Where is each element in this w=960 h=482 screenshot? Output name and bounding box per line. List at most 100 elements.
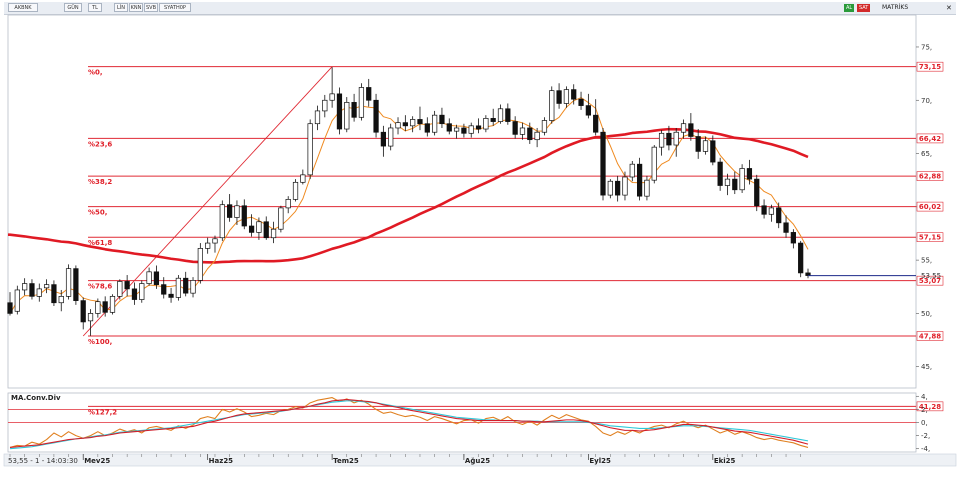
candle bbox=[197, 243, 203, 284]
sell-badge[interactable]: SAT bbox=[857, 4, 871, 12]
candle-body bbox=[585, 105, 591, 116]
candle-body bbox=[336, 93, 343, 130]
candle-body bbox=[256, 221, 262, 233]
candle bbox=[578, 91, 584, 110]
candle-body bbox=[58, 295, 64, 304]
candle-body bbox=[739, 168, 745, 191]
candle bbox=[519, 122, 526, 140]
candle bbox=[790, 229, 796, 249]
candle bbox=[80, 297, 86, 330]
candle-body bbox=[724, 178, 731, 186]
candle bbox=[300, 169, 306, 185]
candle-body bbox=[153, 271, 160, 285]
linear-button[interactable]: LİN bbox=[114, 3, 128, 12]
macd-tick-label: 0, bbox=[921, 419, 928, 427]
fib-ratio-label: %38,2 bbox=[88, 178, 112, 186]
candle-body bbox=[51, 284, 57, 304]
candle-body bbox=[366, 87, 372, 101]
candle bbox=[556, 83, 562, 109]
period-button[interactable]: GÜN bbox=[64, 3, 82, 12]
candle bbox=[673, 127, 679, 157]
fib-ratio-label: %61,8 bbox=[88, 239, 112, 247]
candle bbox=[680, 119, 687, 139]
svb-button[interactable]: SVB bbox=[144, 3, 158, 12]
candle-body bbox=[666, 132, 672, 146]
candle-body bbox=[688, 123, 694, 137]
candle-body bbox=[424, 123, 430, 133]
candle-body bbox=[95, 301, 101, 314]
candle bbox=[270, 221, 277, 244]
candle bbox=[307, 119, 313, 180]
candle-body bbox=[234, 205, 240, 218]
candle bbox=[490, 108, 496, 126]
candle-body bbox=[527, 127, 533, 141]
candle-body bbox=[124, 281, 130, 290]
template-button[interactable]: SYATH0P bbox=[159, 3, 191, 12]
candle-body bbox=[212, 238, 218, 244]
candle-body bbox=[161, 284, 167, 295]
candle-body bbox=[475, 125, 482, 130]
candle bbox=[461, 123, 467, 138]
candle bbox=[453, 124, 460, 139]
candle-body bbox=[29, 283, 35, 297]
candle bbox=[483, 115, 489, 133]
candle bbox=[439, 107, 445, 128]
fib-trendline bbox=[82, 66, 333, 337]
buy-badge[interactable]: AL bbox=[844, 4, 855, 12]
candle bbox=[117, 279, 123, 300]
candle-body bbox=[43, 284, 50, 289]
candle-body bbox=[673, 131, 679, 146]
macd-tick-label: 2, bbox=[921, 406, 928, 414]
candle-body bbox=[571, 89, 577, 100]
fib-ratio-label: %100, bbox=[88, 338, 112, 346]
candle bbox=[600, 127, 606, 201]
candle bbox=[432, 110, 438, 136]
candle bbox=[527, 122, 533, 144]
candle bbox=[366, 78, 372, 107]
candle bbox=[666, 125, 672, 151]
candle bbox=[783, 215, 789, 238]
candle-body bbox=[73, 268, 79, 301]
candle-body bbox=[358, 87, 365, 118]
candle bbox=[636, 157, 643, 201]
candle bbox=[761, 199, 767, 219]
y-tick-label: 45, bbox=[921, 363, 932, 371]
x-axis-label: Tem25 bbox=[333, 457, 359, 465]
candle bbox=[746, 159, 753, 185]
candle-body bbox=[483, 118, 489, 130]
candle-body bbox=[395, 122, 401, 129]
candle bbox=[146, 267, 152, 286]
candle bbox=[505, 103, 511, 125]
symbol-button[interactable]: AKBNK bbox=[8, 3, 38, 12]
candle bbox=[541, 117, 548, 136]
candle-body bbox=[519, 127, 526, 135]
candle-body bbox=[680, 123, 687, 133]
candle-body bbox=[534, 131, 540, 141]
candle bbox=[263, 216, 269, 240]
candle-body bbox=[717, 161, 723, 186]
candle-body bbox=[658, 132, 665, 148]
candle bbox=[571, 84, 577, 105]
candle-body bbox=[139, 283, 145, 300]
fib-value-label: 47,88 bbox=[919, 332, 941, 340]
fib-value-box bbox=[916, 401, 944, 412]
candle-body bbox=[746, 168, 753, 180]
candle bbox=[798, 240, 804, 278]
candle bbox=[36, 283, 42, 302]
candle bbox=[329, 67, 335, 108]
close-icon[interactable]: ✕ bbox=[946, 4, 952, 12]
last-price-label: 53,55 bbox=[921, 272, 941, 280]
candle-body bbox=[468, 125, 474, 134]
candle bbox=[29, 279, 35, 300]
candle-body bbox=[80, 300, 86, 323]
candle-button[interactable]: KNN bbox=[129, 3, 143, 12]
candle bbox=[512, 116, 518, 139]
candle bbox=[417, 106, 423, 131]
fib-value-box bbox=[916, 232, 944, 243]
candle bbox=[710, 135, 716, 166]
candle-body bbox=[783, 222, 789, 233]
currency-button[interactable]: TL bbox=[88, 3, 102, 12]
brand-label: MATRİKS bbox=[882, 4, 909, 11]
candle bbox=[336, 87, 343, 135]
